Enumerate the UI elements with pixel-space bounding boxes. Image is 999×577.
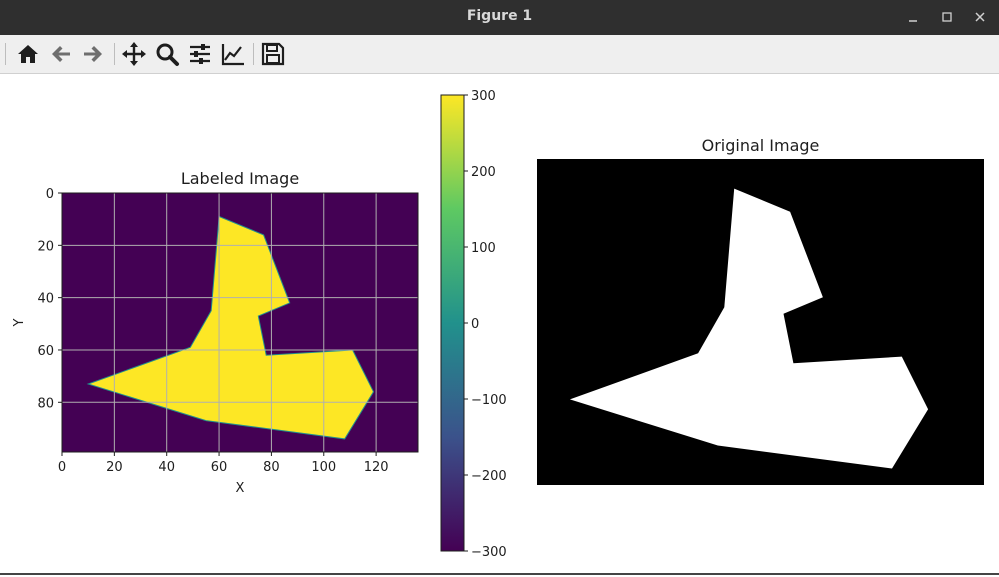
x-tick-label: 100 bbox=[311, 460, 336, 475]
x-tick-label: 0 bbox=[58, 460, 66, 475]
colorbar-tick-label: −100 bbox=[471, 393, 507, 408]
colorbar-gradient bbox=[440, 94, 465, 552]
labeled-image-axes[interactable]: 0 20 40 60 80 100 120 0 20 40 60 80 Labeled Image X Y bbox=[12, 169, 419, 496]
forward-arrow-icon[interactable] bbox=[79, 40, 107, 68]
window-bottom-border bbox=[0, 573, 999, 575]
y-tick-label: 80 bbox=[37, 396, 54, 411]
y-tick-label: 60 bbox=[37, 344, 54, 359]
original-image-axes[interactable]: Original Image bbox=[537, 136, 984, 485]
zoom-icon[interactable] bbox=[153, 40, 181, 68]
close-icon[interactable] bbox=[969, 6, 991, 28]
y-tick-label: 0 bbox=[46, 187, 54, 202]
x-tick-label: 60 bbox=[211, 460, 228, 475]
x-tick-label: 120 bbox=[364, 460, 389, 475]
colorbar-tick-label: 0 bbox=[471, 317, 479, 332]
colorbar: 300 200 100 0 −100 −200 −300 bbox=[440, 89, 507, 560]
home-icon[interactable] bbox=[14, 40, 42, 68]
edit-axis-icon[interactable] bbox=[219, 40, 247, 68]
figure-canvas[interactable]: 0 20 40 60 80 100 120 0 20 40 60 80 Labeled Image X Y … bbox=[0, 74, 999, 573]
minimize-icon[interactable] bbox=[902, 6, 924, 28]
x-tick-label: 80 bbox=[263, 460, 280, 475]
configure-subplots-icon[interactable] bbox=[186, 40, 214, 68]
back-arrow-icon[interactable] bbox=[47, 40, 75, 68]
colorbar-tick-label: 100 bbox=[471, 241, 496, 256]
toolbar-separator bbox=[114, 43, 115, 65]
x-tick-label: 20 bbox=[106, 460, 123, 475]
original-image-title: Original Image bbox=[702, 136, 820, 155]
colorbar-tick-label: 300 bbox=[471, 89, 496, 104]
labeled-image-frame bbox=[61, 192, 419, 453]
colorbar-tick-label: −200 bbox=[471, 469, 507, 484]
x-tick-label: 40 bbox=[158, 460, 175, 475]
maximize-icon[interactable] bbox=[936, 6, 958, 28]
toolbar-separator bbox=[253, 43, 254, 65]
x-axis-label: X bbox=[236, 481, 245, 496]
toolbar-separator bbox=[5, 43, 6, 65]
window-titlebar: Figure 1 bbox=[0, 0, 999, 35]
colorbar-tick-label: −300 bbox=[471, 545, 507, 560]
y-axis-label: Y bbox=[12, 318, 27, 327]
labeled-image-title: Labeled Image bbox=[181, 169, 299, 188]
save-icon[interactable] bbox=[259, 40, 287, 68]
window-title: Figure 1 bbox=[466, 8, 533, 24]
labeled-shape bbox=[86, 215, 375, 440]
y-tick-label: 40 bbox=[37, 292, 54, 307]
navigation-toolbar bbox=[0, 35, 999, 74]
original-shape bbox=[569, 188, 929, 469]
colorbar-tick-label: 200 bbox=[471, 165, 496, 180]
y-tick-label: 20 bbox=[37, 239, 54, 254]
pan-icon[interactable] bbox=[120, 40, 148, 68]
